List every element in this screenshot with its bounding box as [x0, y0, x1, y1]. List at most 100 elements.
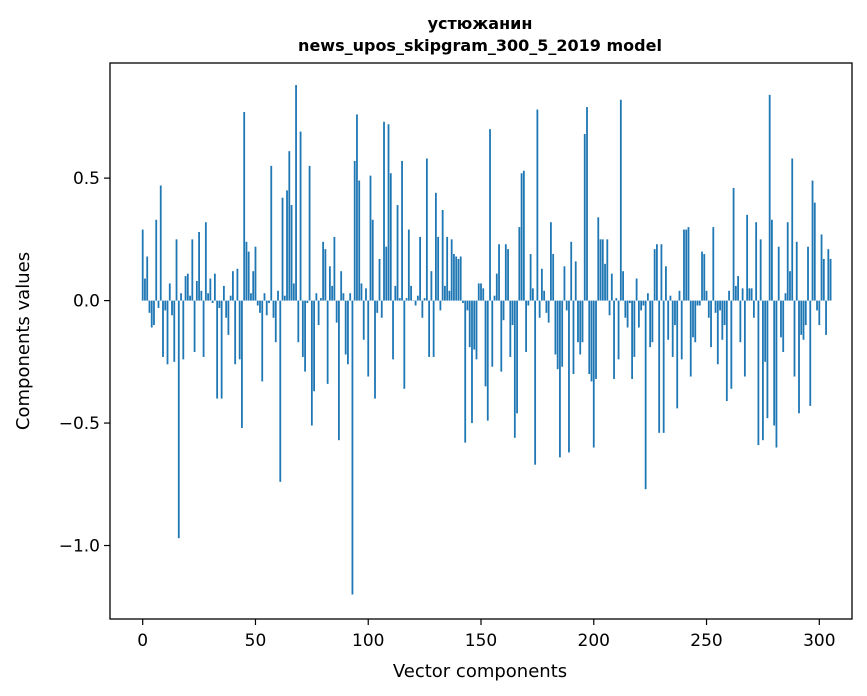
bar	[762, 300, 764, 441]
bar	[376, 300, 379, 313]
bar	[741, 288, 744, 301]
bar	[356, 114, 358, 301]
bar	[800, 300, 803, 335]
bar	[644, 300, 647, 490]
bar	[261, 300, 264, 382]
bar	[554, 300, 557, 355]
bar	[723, 300, 726, 326]
bar	[297, 300, 300, 343]
x-tick-label: 50	[245, 631, 267, 651]
bar	[595, 300, 597, 379]
bar	[590, 300, 593, 382]
x-tick-label: 100	[352, 631, 384, 651]
bar	[516, 300, 518, 414]
bar	[310, 300, 313, 426]
bar	[374, 300, 376, 399]
bar	[563, 266, 566, 301]
bar	[707, 300, 710, 318]
bar	[414, 300, 417, 306]
plot-frame	[109, 62, 853, 620]
bar	[680, 300, 683, 360]
bar	[480, 283, 482, 301]
bar	[171, 300, 173, 316]
bar	[716, 300, 719, 365]
bar	[313, 300, 315, 392]
bar	[484, 300, 487, 387]
bar	[642, 300, 645, 306]
bar	[344, 300, 347, 355]
y-tick-label: −0.5	[59, 414, 100, 434]
bar	[195, 280, 198, 301]
bar	[667, 300, 670, 340]
bar	[773, 300, 776, 426]
bar	[360, 283, 363, 301]
bar	[822, 258, 825, 301]
bar	[730, 300, 733, 389]
bar	[324, 249, 327, 301]
y-tick-label: 0.0	[73, 292, 100, 312]
bar	[430, 271, 433, 301]
bar	[552, 254, 555, 301]
bar	[401, 160, 403, 301]
bar	[475, 300, 478, 360]
bar	[162, 300, 164, 357]
bar	[466, 300, 469, 311]
bar	[694, 300, 697, 343]
bar	[489, 129, 491, 301]
bar	[477, 283, 480, 301]
bar	[168, 283, 171, 301]
bar	[588, 300, 591, 375]
bar	[572, 300, 575, 375]
bar	[674, 300, 676, 326]
bar	[204, 222, 207, 301]
bar	[227, 300, 230, 335]
bar	[703, 254, 706, 301]
bar	[236, 268, 239, 301]
bar	[574, 261, 577, 301]
bar	[279, 300, 282, 482]
bar	[665, 266, 667, 301]
bar	[829, 258, 832, 301]
bar	[416, 295, 419, 301]
bar	[367, 300, 370, 377]
bar	[245, 241, 248, 301]
bar	[565, 300, 568, 311]
bar	[394, 285, 397, 301]
bar	[818, 300, 821, 326]
bar	[559, 300, 561, 458]
bar	[581, 300, 584, 343]
bar	[802, 300, 805, 340]
x-axis-title: Vector components	[393, 661, 567, 682]
bar	[766, 300, 769, 419]
bar	[464, 300, 467, 443]
bar	[378, 258, 381, 301]
bar	[511, 300, 514, 326]
bar	[743, 300, 746, 377]
bar	[295, 85, 297, 301]
bar	[798, 300, 800, 414]
bar	[685, 229, 688, 301]
bar	[739, 300, 742, 343]
bar	[619, 99, 622, 301]
bar	[795, 241, 798, 301]
bar	[737, 276, 739, 301]
bar	[509, 300, 512, 357]
bar	[498, 244, 500, 301]
bar	[583, 134, 586, 301]
bar	[322, 241, 325, 301]
bar	[525, 300, 527, 353]
bar	[157, 300, 160, 308]
bar	[637, 300, 640, 328]
bar	[380, 300, 383, 318]
bar	[696, 300, 699, 306]
bar	[710, 300, 712, 348]
bar	[191, 239, 194, 301]
bar	[274, 300, 277, 343]
bar	[662, 300, 665, 433]
bar	[545, 300, 548, 313]
bar	[304, 300, 306, 372]
bar	[491, 300, 494, 367]
bar	[457, 258, 460, 301]
bar	[527, 300, 530, 306]
bar	[265, 300, 268, 316]
